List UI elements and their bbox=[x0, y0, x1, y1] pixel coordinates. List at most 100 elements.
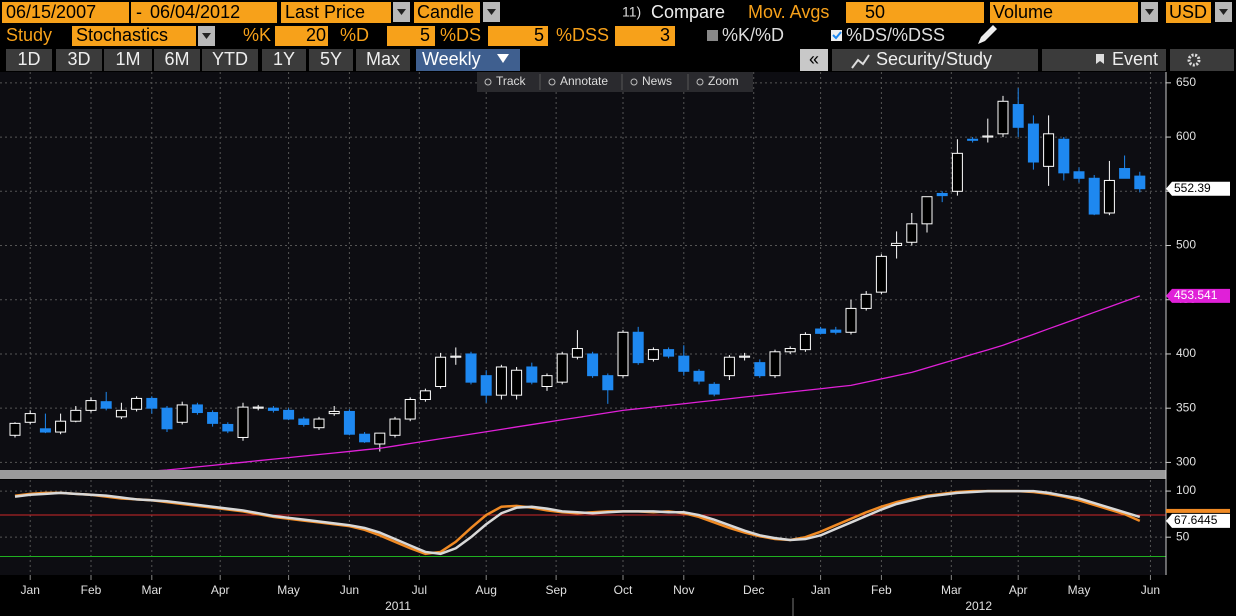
x-tick-label: Apr bbox=[1009, 583, 1028, 597]
y-tick-label: 100 bbox=[1176, 483, 1196, 497]
period-button[interactable] bbox=[6, 49, 52, 71]
date-dash: - bbox=[136, 2, 142, 22]
date-from-field[interactable] bbox=[2, 2, 129, 23]
candle-body bbox=[1073, 171, 1085, 179]
candle-body bbox=[845, 307, 857, 333]
ds-label: %DS bbox=[440, 25, 481, 45]
security-study-button[interactable] bbox=[832, 49, 1038, 71]
chart-toolbar bbox=[477, 72, 753, 92]
value-tag-label: 552.39 bbox=[1174, 181, 1211, 195]
candle-body bbox=[495, 366, 507, 396]
candle-body bbox=[678, 355, 690, 372]
candle-body bbox=[663, 349, 675, 357]
frequency-button[interactable] bbox=[416, 49, 520, 71]
x-tick-label: Feb bbox=[81, 583, 102, 597]
d-box[interactable] bbox=[387, 26, 435, 46]
dss-box[interactable] bbox=[615, 26, 675, 46]
chart-style: Candle bbox=[417, 2, 474, 22]
candle-body bbox=[207, 412, 219, 424]
candle-body bbox=[708, 383, 720, 395]
candle-body bbox=[70, 409, 82, 422]
period-button[interactable] bbox=[262, 49, 306, 71]
year-label: 2011 bbox=[385, 599, 411, 613]
y-tick-label: 400 bbox=[1176, 346, 1196, 360]
candle-body bbox=[343, 410, 355, 435]
currency-box[interactable] bbox=[1166, 2, 1211, 23]
x-tick-label: May bbox=[1068, 583, 1091, 597]
ds-box[interactable] bbox=[488, 26, 548, 46]
candle-body bbox=[602, 375, 614, 391]
panel-divider[interactable] bbox=[0, 470, 1166, 479]
candle-body bbox=[891, 242, 903, 247]
tool-label: Annotate bbox=[560, 74, 608, 88]
candle-body bbox=[511, 369, 523, 396]
volume-box[interactable] bbox=[990, 2, 1138, 23]
chart-style-box[interactable] bbox=[414, 2, 480, 23]
dsdss-toggle: %DS/%DSS bbox=[846, 25, 945, 45]
date-to-field[interactable] bbox=[131, 2, 277, 23]
x-tick-label: Jun bbox=[1141, 583, 1160, 597]
dropdown-arrow bbox=[397, 9, 406, 15]
dss-label: %DSS bbox=[556, 25, 609, 45]
k-box[interactable] bbox=[275, 26, 328, 46]
frequency-arrow bbox=[497, 54, 509, 63]
date-to: 06/04/2012 bbox=[150, 2, 240, 22]
ma-period-box[interactable] bbox=[846, 2, 984, 23]
price-field-box[interactable] bbox=[281, 2, 391, 23]
period-button[interactable] bbox=[104, 49, 152, 71]
candle-body bbox=[450, 355, 462, 358]
x-tick-label: Feb bbox=[871, 583, 892, 597]
period-button[interactable] bbox=[356, 49, 410, 71]
k-label: %K bbox=[243, 25, 271, 45]
kd-toggle: %K/%D bbox=[722, 25, 784, 45]
collapse-button[interactable] bbox=[800, 49, 828, 71]
candle-body bbox=[556, 353, 568, 383]
candle-body bbox=[100, 401, 112, 409]
candle-body bbox=[739, 355, 751, 358]
candle-body bbox=[9, 422, 21, 436]
candle-body bbox=[146, 397, 158, 409]
x-tick-label: Sep bbox=[545, 583, 567, 597]
candle-body bbox=[328, 410, 340, 415]
settings-button[interactable] bbox=[1170, 49, 1234, 71]
dsdss-checkbox[interactable] bbox=[831, 30, 842, 41]
kd-checkbox[interactable] bbox=[707, 30, 718, 41]
study-label: Study bbox=[6, 25, 52, 45]
gear-icon bbox=[1187, 53, 1201, 67]
period-button[interactable] bbox=[154, 49, 200, 71]
candle-body bbox=[465, 353, 477, 383]
candle-body bbox=[131, 397, 143, 410]
pencil-icon[interactable] bbox=[978, 25, 997, 44]
collapse: « bbox=[809, 49, 819, 69]
candle-body bbox=[875, 255, 887, 293]
candle-body bbox=[161, 407, 173, 430]
period-button[interactable] bbox=[309, 49, 353, 71]
value-tag-label: 453.541 bbox=[1174, 288, 1218, 302]
candle-body bbox=[769, 351, 781, 377]
candle-body bbox=[55, 420, 67, 433]
event-icon bbox=[1096, 54, 1104, 64]
study-name-box[interactable] bbox=[72, 26, 196, 46]
candle-body bbox=[85, 400, 97, 411]
event: Event bbox=[1112, 49, 1158, 69]
candle-body bbox=[359, 433, 371, 443]
candle-body bbox=[1058, 138, 1070, 174]
period-label: YTD bbox=[212, 49, 248, 69]
candle-body bbox=[39, 428, 51, 433]
candle-body bbox=[571, 348, 583, 358]
security-study: Security/Study bbox=[876, 49, 992, 69]
ds-value: 5 bbox=[534, 25, 544, 45]
candle-body bbox=[389, 418, 401, 436]
study-panel bbox=[0, 480, 1166, 575]
period-button[interactable] bbox=[202, 49, 258, 71]
k-value: 20 bbox=[306, 25, 326, 45]
tool-icon bbox=[484, 78, 492, 86]
d-value: 5 bbox=[420, 25, 430, 45]
value-tag bbox=[1166, 513, 1230, 528]
dropdown-arrow bbox=[487, 9, 496, 15]
period-button[interactable] bbox=[56, 49, 102, 71]
candle-body bbox=[617, 331, 629, 377]
study-icon bbox=[851, 54, 870, 69]
candle-body bbox=[419, 390, 431, 401]
